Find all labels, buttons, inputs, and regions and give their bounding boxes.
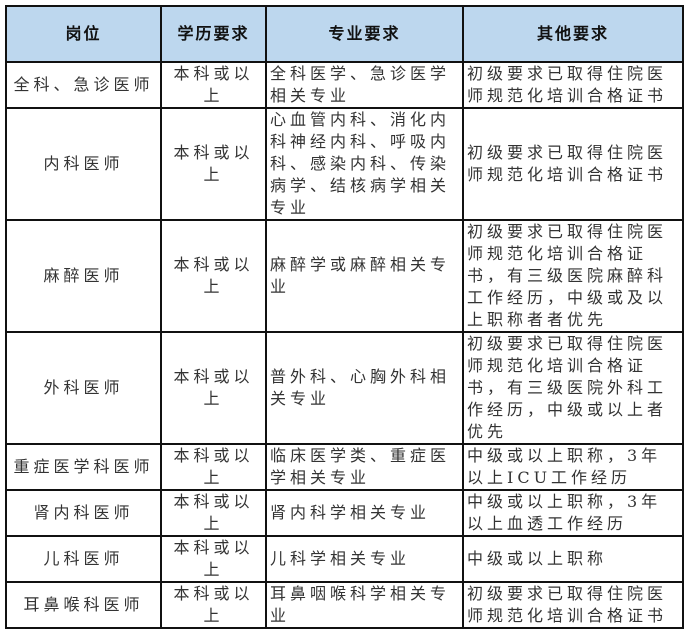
cell-major: 儿科学相关专业 — [265, 535, 464, 583]
table-row: 麻醉医师 本科或以上 麻醉学或麻醉相关专业 初级要求已取得住院医师规范化培训合格证书，… — [5, 219, 684, 333]
cell-other: 初级要求已取得住院医师规范化培训合格证书，有三级医院外科工作经历，中级或以上者优… — [462, 331, 684, 445]
cell-major: 耳鼻咽喉科学相关专业 — [265, 581, 464, 629]
cell-other: 初级要求已取得住院医师规范化培训合格证书 — [462, 581, 684, 629]
cell-position: 内科医师 — [5, 107, 162, 221]
cell-major: 麻醉学或麻醉相关专业 — [265, 219, 464, 333]
recruitment-table: 岗位 学历要求 专业要求 其他要求 全科、急诊医师 本科或以上 全科医学、急诊医学相… — [5, 5, 684, 629]
cell-education: 本科或以上 — [160, 107, 267, 221]
cell-other: 初级要求已取得住院医师规范化培训合格证书 — [462, 61, 684, 109]
cell-position: 肾内科医师 — [5, 489, 162, 537]
header-major: 专业要求 — [265, 5, 464, 63]
cell-education: 本科或以上 — [160, 535, 267, 583]
cell-major: 心血管内科、消化内科神经内科、呼吸内科、感染内科、传染病学、结核病学相关专业 — [265, 107, 464, 221]
table-row: 肾内科医师 本科或以上 肾内科学相关专业 中级或以上职称，3年以上血透工作经历 — [5, 489, 684, 537]
cell-education: 本科或以上 — [160, 581, 267, 629]
cell-position: 儿科医师 — [5, 535, 162, 583]
cell-other: 初级要求已取得住院医师规范化培训合格证书 — [462, 107, 684, 221]
cell-position: 重症医学科医师 — [5, 443, 162, 491]
cell-position: 全科、急诊医师 — [5, 61, 162, 109]
table-row: 耳鼻喉科医师 本科或以上 耳鼻咽喉科学相关专业 初级要求已取得住院医师规范化培训合格证… — [5, 581, 684, 629]
cell-education: 本科或以上 — [160, 489, 267, 537]
header-other: 其他要求 — [462, 5, 684, 63]
header-education: 学历要求 — [160, 5, 267, 63]
cell-education: 本科或以上 — [160, 443, 267, 491]
table-row: 儿科医师 本科或以上 儿科学相关专业 中级或以上职称 — [5, 535, 684, 583]
cell-major: 肾内科学相关专业 — [265, 489, 464, 537]
cell-major: 全科医学、急诊医学相关专业 — [265, 61, 464, 109]
cell-education: 本科或以上 — [160, 219, 267, 333]
header-position: 岗位 — [5, 5, 162, 63]
cell-position: 外科医师 — [5, 331, 162, 445]
table-row: 重症医学科医师 本科或以上 临床医学类、重症医学相关专业 中级或以上职称，3年以上IC… — [5, 443, 684, 491]
table-row: 外科医师 本科或以上 普外科、心胸外科相关专业 初级要求已取得住院医师规范化培训合格证… — [5, 331, 684, 445]
cell-other: 中级或以上职称，3年以上血透工作经历 — [462, 489, 684, 537]
cell-education: 本科或以上 — [160, 331, 267, 445]
cell-other: 中级或以上职称，3年以上ICU工作经历 — [462, 443, 684, 491]
table-row: 全科、急诊医师 本科或以上 全科医学、急诊医学相关专业 初级要求已取得住院医师规范化培… — [5, 61, 684, 109]
cell-education: 本科或以上 — [160, 61, 267, 109]
header-row: 岗位 学历要求 专业要求 其他要求 — [5, 5, 684, 63]
cell-position: 耳鼻喉科医师 — [5, 581, 162, 629]
cell-other: 中级或以上职称 — [462, 535, 684, 583]
table-row: 内科医师 本科或以上 心血管内科、消化内科神经内科、呼吸内科、感染内科、传染病学、结… — [5, 107, 684, 221]
cell-other: 初级要求已取得住院医师规范化培训合格证书，有三级医院麻醉科工作经历，中级或及以上… — [462, 219, 684, 333]
cell-major: 普外科、心胸外科相关专业 — [265, 331, 464, 445]
cell-position: 麻醉医师 — [5, 219, 162, 333]
cell-major: 临床医学类、重症医学相关专业 — [265, 443, 464, 491]
